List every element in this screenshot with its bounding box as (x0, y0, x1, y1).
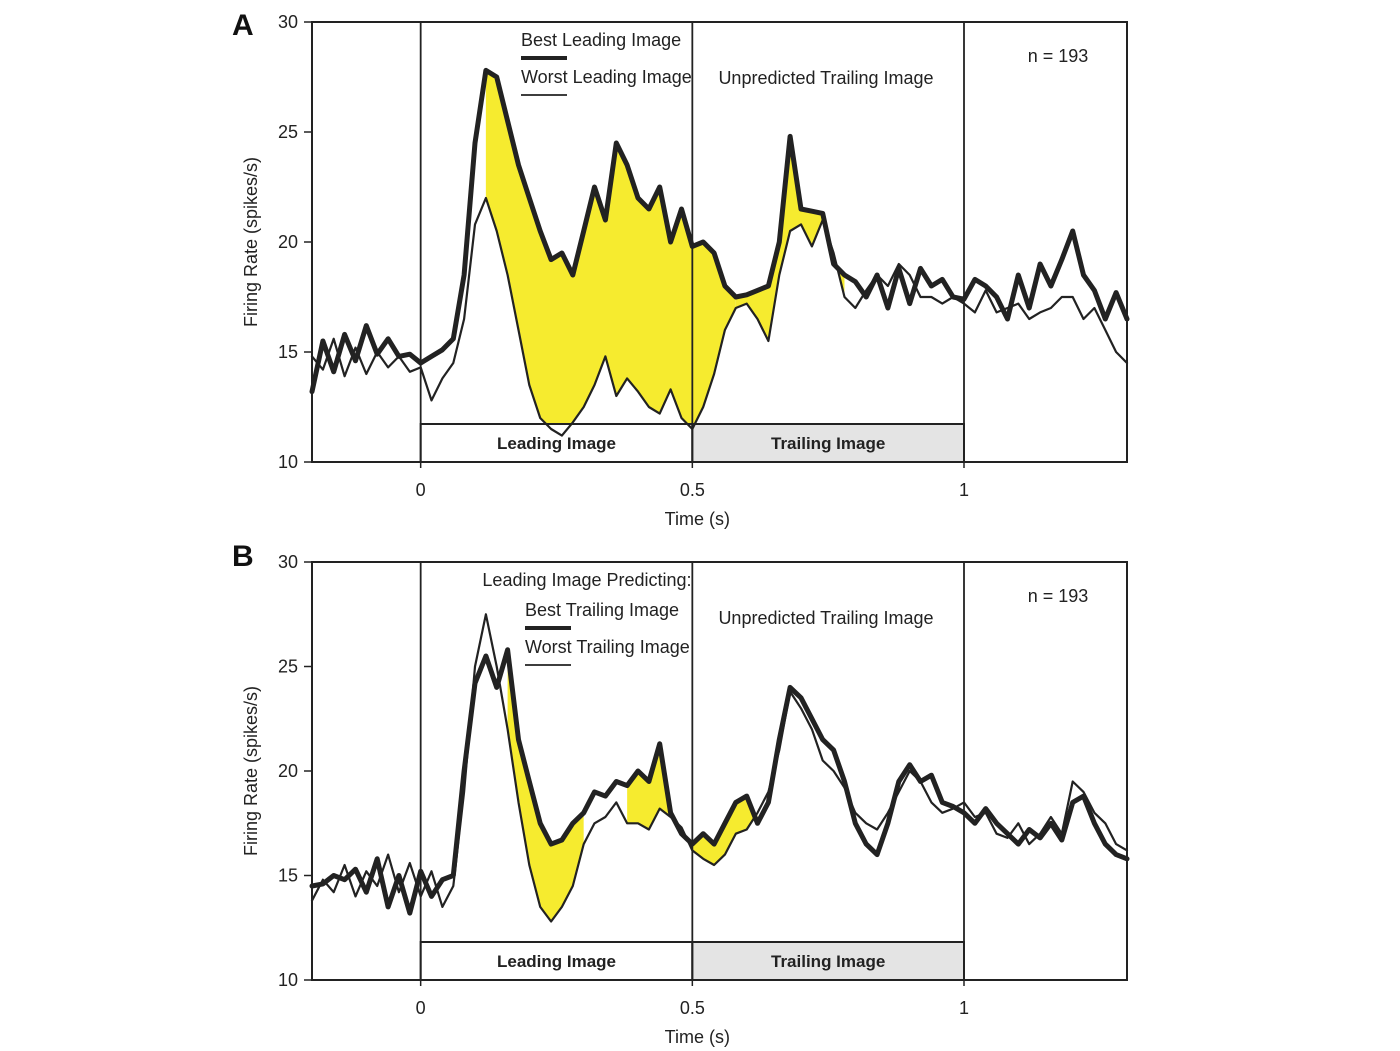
highlight-fill (507, 649, 584, 922)
y-tick-label: 25 (278, 657, 298, 677)
legend-entry-label: Best Leading Image (521, 30, 681, 50)
stimulus-bar (419, 423, 694, 463)
y-tick-label: 10 (278, 452, 298, 472)
x-axis-label: Time (s) (665, 1027, 730, 1047)
highlight-fill (692, 796, 758, 866)
stimulus-bar (419, 941, 694, 981)
panel-a: A 10 15 20 25 30 0 0.5 1 Time (s) Firing Rate (spi… (232, 9, 1130, 529)
legend-entry-label: Worst Trailing Image (525, 637, 690, 657)
y-tick-label: 15 (278, 866, 298, 886)
region-label: Unpredicted Trailing Image (718, 68, 933, 88)
y-tick-label: 30 (278, 552, 298, 572)
y-tick-label: 20 (278, 232, 298, 252)
y-tick-label: 25 (278, 122, 298, 142)
stimulus-bar-label: Leading Image (497, 434, 616, 453)
highlight-fill (485, 70, 736, 436)
stimulus-bar-label: Trailing Image (771, 434, 885, 453)
y-axis-label: Firing Rate (spikes/s) (241, 157, 261, 327)
y-tick-label: 30 (278, 12, 298, 32)
x-tick-label: 1 (959, 998, 969, 1018)
series-line-worst (310, 613, 1129, 923)
y-tick-label: 10 (278, 970, 298, 990)
x-tick-label: 0.5 (680, 998, 705, 1018)
panel-label: B (232, 540, 254, 573)
series-line-best (309, 647, 1130, 916)
panel-b: B 10 15 20 25 30 0 0.5 1 Time (s) Firing Rate (spi… (232, 540, 1130, 1047)
x-tick-label: 1 (959, 480, 969, 500)
n-annotation: n = 193 (1028, 46, 1089, 66)
region-label: Unpredicted Trailing Image (718, 608, 933, 628)
x-tick-label: 0 (416, 998, 426, 1018)
series-line-worst (310, 196, 1129, 437)
series-line-best (309, 67, 1130, 395)
y-tick-label: 15 (278, 342, 298, 362)
x-axis-label: Time (s) (665, 509, 730, 529)
legend-entry-label: Worst Leading Image (521, 67, 692, 87)
y-tick-label: 20 (278, 761, 298, 781)
stimulus-bar-label: Trailing Image (771, 952, 885, 971)
n-annotation: n = 193 (1028, 586, 1089, 606)
legend-title: Leading Image Predicting: (482, 570, 691, 590)
legend-entry-label: Best Trailing Image (525, 600, 679, 620)
x-tick-label: 0.5 (680, 480, 705, 500)
panel-label: A (232, 9, 254, 42)
stimulus-bar-label: Leading Image (497, 952, 616, 971)
y-axis-label: Firing Rate (spikes/s) (241, 686, 261, 856)
x-tick-label: 0 (416, 480, 426, 500)
